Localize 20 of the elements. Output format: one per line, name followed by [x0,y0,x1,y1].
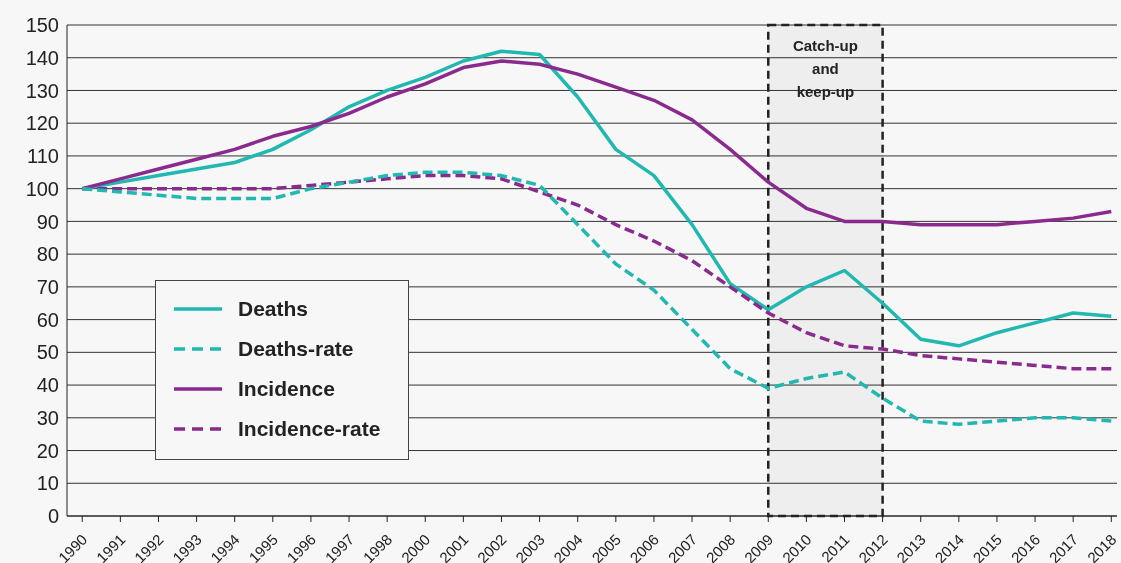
y-tick-label: 30 [36,406,59,429]
y-tick-label: 150 [25,14,59,37]
y-tick-label: 60 [36,308,59,331]
y-tick-label: 140 [25,46,59,69]
y-tick-label: 130 [25,79,59,102]
legend-label: Deaths [238,297,309,321]
y-tick-label: 20 [36,439,59,462]
y-tick-label: 0 [47,505,59,528]
y-tick-label: 40 [36,374,59,397]
y-tick-label: 110 [27,145,59,168]
y-tick-label: 100 [25,177,59,200]
legend-label: Incidence [238,377,335,401]
y-tick-label: 50 [36,341,59,364]
y-tick-label: 70 [36,275,59,298]
y-tick-label: 10 [36,472,59,495]
legend-label: Incidence-rate [238,417,381,441]
legend-label: Deaths-rate [238,337,354,361]
y-tick-label: 120 [25,112,59,135]
y-tick-label: 90 [36,210,59,233]
y-tick-label: 80 [36,243,59,266]
